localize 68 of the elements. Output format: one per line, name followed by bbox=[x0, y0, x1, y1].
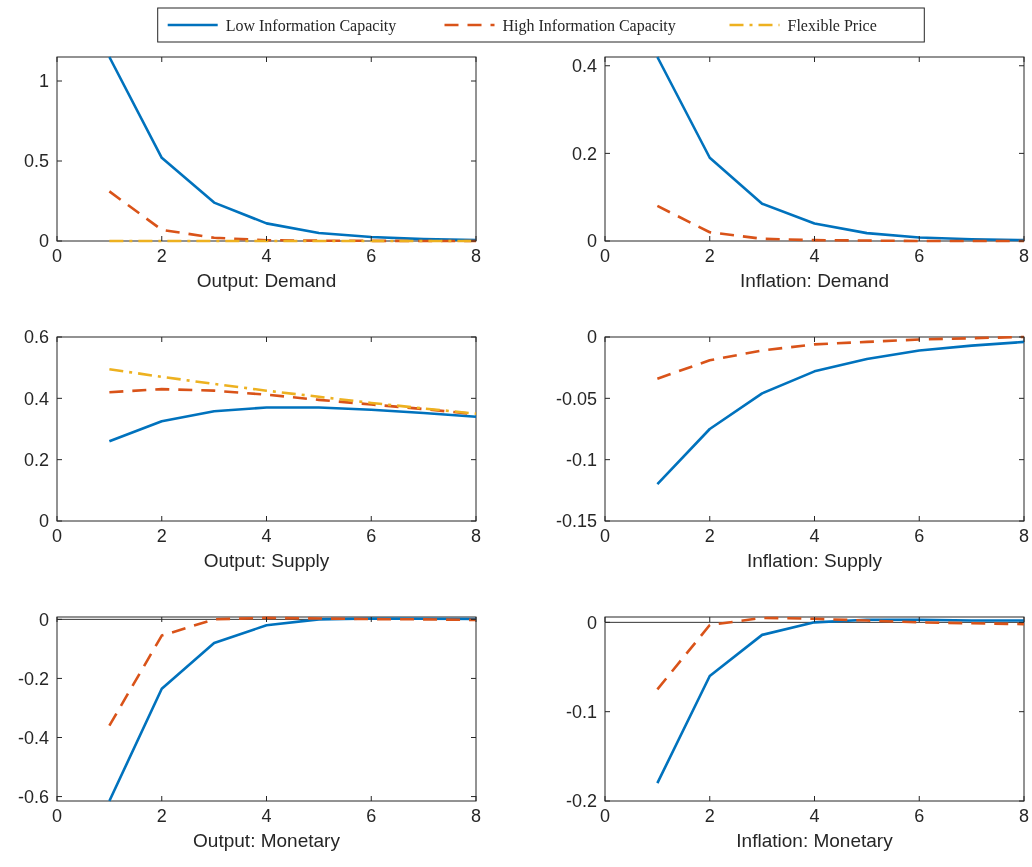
y-tick-label: -0.15 bbox=[555, 511, 597, 532]
y-tick-label: 0.6 bbox=[23, 327, 49, 348]
x-tick-label: 8 bbox=[470, 246, 482, 266]
line-series bbox=[108, 616, 478, 727]
line-series bbox=[656, 618, 1026, 785]
x-tick-label: 0 bbox=[51, 246, 63, 266]
y-tick-label: 0 bbox=[586, 327, 597, 348]
y-tick-label: -0.05 bbox=[555, 388, 597, 409]
x-tick-label: 4 bbox=[261, 246, 272, 266]
y-tick-label: -0.6 bbox=[17, 786, 49, 807]
y-tick-label: 0 bbox=[38, 609, 49, 630]
x-tick-label: 6 bbox=[366, 806, 377, 826]
x-tick-label: 6 bbox=[366, 246, 377, 266]
line-series bbox=[656, 616, 1026, 691]
x-tick-label: 2 bbox=[156, 246, 167, 266]
y-tick-label: 0 bbox=[38, 231, 49, 252]
y-tick-label: 0.5 bbox=[23, 151, 49, 172]
y-tick-label: 0.4 bbox=[571, 56, 597, 77]
x-tick-label: 2 bbox=[156, 806, 167, 826]
y-tick-label: -0.2 bbox=[17, 668, 49, 689]
x-tick-label: 0 bbox=[599, 806, 611, 826]
x-axis-title: Output: Supply bbox=[203, 550, 330, 571]
y-tick-label: -0.4 bbox=[17, 727, 49, 748]
y-tick-label: 0 bbox=[586, 231, 597, 252]
x-axis-title: Output: Demand bbox=[196, 270, 337, 291]
x-tick-label: 4 bbox=[261, 806, 272, 826]
line-series bbox=[108, 367, 478, 415]
x-tick-label: 0 bbox=[599, 246, 611, 266]
x-tick-label: 8 bbox=[470, 806, 482, 826]
legend-label: Low Information Capacity bbox=[225, 16, 397, 35]
x-tick-label: 0 bbox=[51, 806, 63, 826]
x-tick-label: 6 bbox=[914, 806, 925, 826]
y-tick-label: 0.2 bbox=[571, 143, 597, 164]
x-tick-label: 8 bbox=[470, 526, 482, 546]
x-tick-label: 6 bbox=[914, 246, 925, 266]
x-tick-label: 0 bbox=[599, 526, 611, 546]
x-tick-label: 8 bbox=[1018, 526, 1030, 546]
y-tick-label: -0.1 bbox=[565, 449, 597, 470]
x-tick-label: 4 bbox=[809, 246, 820, 266]
x-tick-label: 4 bbox=[261, 526, 272, 546]
x-tick-label: 6 bbox=[366, 526, 377, 546]
x-tick-label: 0 bbox=[51, 526, 63, 546]
line-series bbox=[108, 406, 478, 443]
x-tick-label: 8 bbox=[1018, 246, 1030, 266]
x-tick-label: 4 bbox=[809, 806, 820, 826]
y-tick-label: 0.2 bbox=[23, 449, 49, 470]
line-series bbox=[656, 55, 1026, 242]
y-tick-label: -0.2 bbox=[565, 791, 597, 812]
x-axis-title: Inflation: Monetary bbox=[736, 830, 894, 851]
y-tick-label: 0 bbox=[38, 511, 49, 532]
y-tick-label: 0.4 bbox=[23, 388, 49, 409]
x-tick-label: 2 bbox=[156, 526, 167, 546]
x-tick-label: 2 bbox=[704, 526, 715, 546]
x-tick-label: 2 bbox=[704, 246, 715, 266]
y-tick-label: -0.1 bbox=[565, 701, 597, 722]
line-series bbox=[108, 55, 478, 242]
line-series bbox=[656, 340, 1026, 486]
x-axis-title: Inflation: Demand bbox=[740, 270, 889, 291]
x-axis-title: Output: Monetary bbox=[193, 830, 341, 851]
x-tick-label: 4 bbox=[809, 526, 820, 546]
legend-label: High Information Capacity bbox=[502, 16, 676, 35]
x-axis-title: Inflation: Supply bbox=[746, 550, 883, 571]
y-tick-label: 1 bbox=[38, 71, 49, 92]
legend-label: Flexible Price bbox=[787, 16, 877, 34]
x-tick-label: 8 bbox=[1018, 806, 1030, 826]
x-tick-label: 6 bbox=[914, 526, 925, 546]
y-tick-label: 0 bbox=[586, 612, 597, 633]
x-tick-label: 2 bbox=[704, 806, 715, 826]
